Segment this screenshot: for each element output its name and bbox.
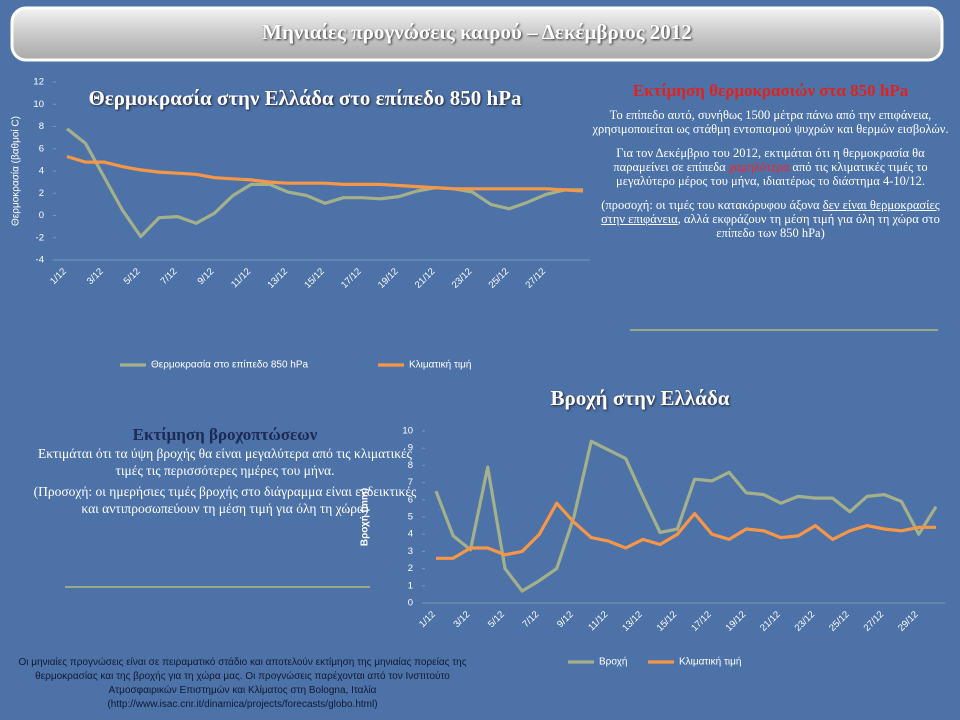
header-bar bbox=[10, 6, 944, 62]
y-tick-label: 3 bbox=[408, 546, 413, 557]
x-tick-label: 17/12 bbox=[339, 266, 364, 291]
y-tick-label: 6 bbox=[408, 494, 413, 505]
x-tick-label: 1/12 bbox=[48, 266, 69, 287]
note-text: Για τον Δεκέμβριο του 2012, εκτιμάται ότ… bbox=[613, 146, 925, 174]
note-paragraph: Για τον Δεκέμβριο του 2012, εκτιμάται ότ… bbox=[588, 146, 953, 188]
x-tick-label: 3/12 bbox=[452, 609, 473, 630]
x-tick-label: 23/12 bbox=[793, 609, 818, 634]
footer: Οι μηνιαίες προγνώσεις είναι σε πειραματ… bbox=[18, 657, 467, 710]
x-tick-label: 13/12 bbox=[265, 266, 290, 291]
x-tick-label: 21/12 bbox=[758, 609, 783, 634]
header-title: Μηνιαίες προγνώσεις καιρού – Δεκέμβριος … bbox=[262, 20, 692, 44]
x-tick-label: 9/12 bbox=[195, 266, 216, 287]
rain-note: Εκτίμηση βροχοπτώσεων Εκτιμάται ότι τα ύ… bbox=[30, 426, 420, 521]
chart-title: Θερμοκρασία στην Ελλάδα στο επίπεδο 850 … bbox=[88, 86, 522, 110]
x-tick-label: 9/12 bbox=[555, 609, 576, 630]
x-tick-label: 25/12 bbox=[827, 609, 852, 634]
x-tick-label: 1/12 bbox=[417, 609, 438, 630]
y-axis-label: Θερμοκρασία (βαθμοί C) bbox=[10, 116, 22, 226]
y-tick-label: 12 bbox=[33, 77, 44, 88]
note-paragraph: (Προσοχή: οι ημερήσιες τιμές βροχής στο … bbox=[30, 483, 420, 517]
y-tick-label: 6 bbox=[39, 143, 44, 154]
y-tick-label: 9 bbox=[408, 443, 413, 454]
note-text: από τις κλιματικές τιμές το μεγαλύτερο μ… bbox=[616, 160, 928, 188]
note-text: δεν είναι θερμοκρασίες στην επιφάνεια bbox=[601, 198, 940, 226]
note-heading: Εκτίμηση βροχοπτώσεων bbox=[132, 425, 318, 444]
series-line bbox=[436, 501, 936, 560]
y-tick-label: 1 bbox=[408, 580, 413, 591]
note-paragraph: Το επίπεδο αυτό, συνήθως 1500 μέτρα πάνω… bbox=[588, 108, 953, 136]
x-tick-label: 25/12 bbox=[487, 266, 512, 291]
series-line bbox=[66, 154, 584, 193]
x-tick-label: 11/12 bbox=[586, 609, 610, 633]
x-tick-label: 15/12 bbox=[302, 266, 327, 291]
x-tick-label: 5/12 bbox=[122, 266, 143, 287]
x-tick-label: 27/12 bbox=[523, 266, 548, 291]
x-tick-label: 7/12 bbox=[520, 609, 541, 630]
note-text: (Προσοχή: οι ημερήσιες τιμές βροχής στο … bbox=[33, 484, 417, 516]
series-line bbox=[434, 439, 938, 593]
x-tick-label: 19/12 bbox=[724, 609, 749, 634]
note-paragraph: Εκτιμάται ότι τα ύψη βροχής θα είναι μεγ… bbox=[30, 445, 420, 479]
legend-label: Θερμοκρασία στο επίπεδο 850 hPa bbox=[151, 359, 309, 371]
y-tick-label: 0 bbox=[39, 210, 44, 221]
x-tick-label: 21/12 bbox=[413, 266, 438, 291]
note-text: Εκτιμάται ότι τα ύψη βροχής θα είναι μεγ… bbox=[37, 446, 413, 478]
note-heading: Εκτίμηση θερμοκρασιών στα 850 hPa bbox=[632, 81, 909, 100]
y-tick-label: 8 bbox=[39, 121, 44, 132]
y-tick-label: 4 bbox=[408, 529, 413, 540]
x-tick-label: 17/12 bbox=[689, 609, 714, 634]
note-text: χαμηλότερα bbox=[728, 160, 790, 174]
y-tick-label: 5 bbox=[408, 512, 413, 523]
y-tick-label: 2 bbox=[39, 188, 44, 199]
x-tick-label: 27/12 bbox=[862, 609, 887, 634]
x-tick-label: 15/12 bbox=[655, 609, 680, 634]
y-tick-label: -4 bbox=[36, 255, 44, 266]
temperature-note: Εκτίμηση θερμοκρασιών στα 850 hPa Το επί… bbox=[588, 81, 953, 250]
y-tick-label: -2 bbox=[36, 232, 44, 243]
y-tick-label: 0 bbox=[408, 598, 413, 609]
y-tick-label: 10 bbox=[33, 99, 44, 110]
x-tick-label: 13/12 bbox=[620, 609, 645, 634]
x-tick-label: 23/12 bbox=[450, 266, 475, 291]
y-tick-label: 7 bbox=[408, 477, 413, 488]
y-tick-label: 4 bbox=[39, 166, 44, 177]
x-tick-label: 11/12 bbox=[229, 266, 253, 290]
series-line bbox=[66, 127, 583, 239]
note-text: (προσοχή: οι τιμές του κατακόρυφου άξονα bbox=[601, 198, 823, 212]
note-paragraph: (προσοχή: οι τιμές του κατακόρυφου άξονα… bbox=[588, 198, 953, 240]
y-tick-label: 2 bbox=[408, 563, 413, 574]
x-tick-label: 19/12 bbox=[376, 266, 401, 291]
note-text: , αλλά εκφράζουν τη μέση τιμή για όλη τη… bbox=[677, 212, 940, 240]
note-text: Το επίπεδο αυτό, συνήθως 1500 μέτρα πάνω… bbox=[592, 108, 949, 136]
y-tick-label: 10 bbox=[402, 426, 413, 437]
x-tick-label: 29/12 bbox=[896, 609, 921, 634]
y-tick-label: 8 bbox=[408, 460, 413, 471]
legend-label: Βροχή bbox=[599, 656, 627, 668]
x-tick-label: 7/12 bbox=[159, 266, 180, 287]
legend-label: Κλιματική τιμή bbox=[409, 359, 471, 371]
chart-title: Βροχή στην Ελλάδα bbox=[550, 386, 730, 410]
legend-label: Κλιματική τιμή bbox=[679, 656, 741, 668]
x-tick-label: 5/12 bbox=[486, 609, 507, 630]
y-axis-label: Βροχή (mm) bbox=[360, 488, 371, 546]
x-tick-label: 3/12 bbox=[85, 266, 106, 287]
